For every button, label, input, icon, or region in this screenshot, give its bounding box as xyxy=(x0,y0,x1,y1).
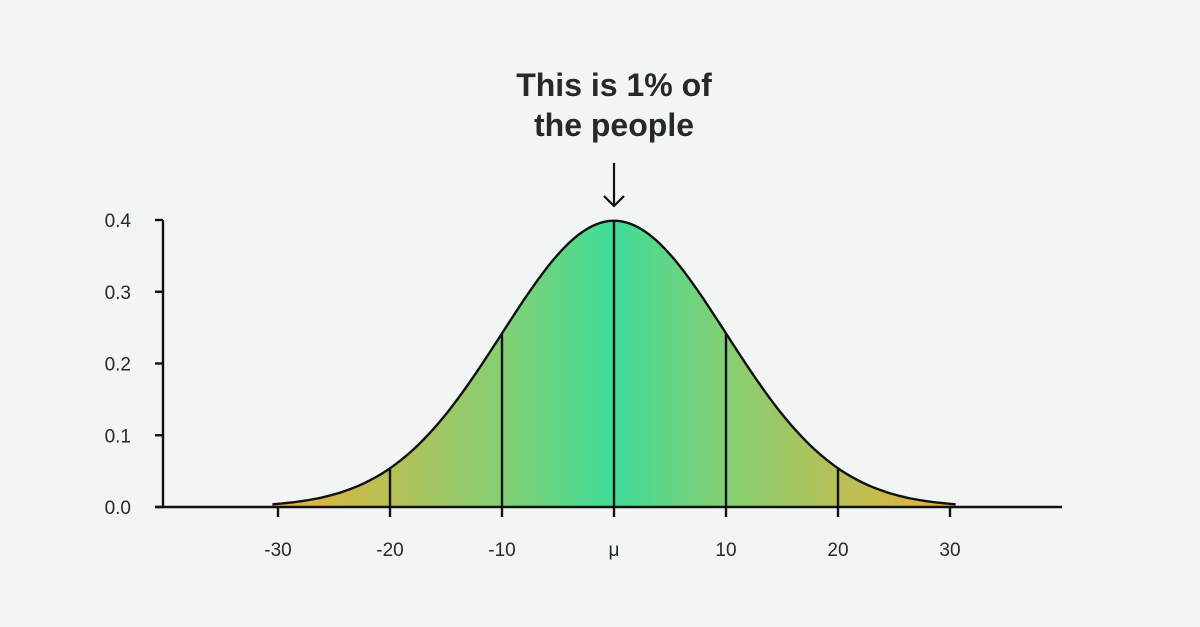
x-tick-label: 20 xyxy=(827,540,848,561)
arrow-down-icon xyxy=(603,163,625,208)
y-tick-label: 0.0 xyxy=(105,498,131,519)
y-tick-label: 0.3 xyxy=(105,283,131,304)
x-tick-label: -30 xyxy=(264,540,291,561)
x-tick-label: μ xyxy=(609,540,620,561)
y-tick-label: 0.2 xyxy=(105,355,131,376)
x-tick-label: 10 xyxy=(715,540,736,561)
annotation-line-1: This is 1% of xyxy=(516,67,712,103)
y-tick-label: 0.1 xyxy=(105,426,131,447)
x-tick-label: -20 xyxy=(376,540,403,561)
y-tick-label: 0.4 xyxy=(105,211,132,232)
annotation: This is 1% of the people xyxy=(516,67,712,208)
distribution-curve xyxy=(272,219,956,506)
x-tick-label: 30 xyxy=(939,540,960,561)
annotation-line-2: the people xyxy=(534,107,694,143)
x-tick-label: -10 xyxy=(488,540,515,561)
